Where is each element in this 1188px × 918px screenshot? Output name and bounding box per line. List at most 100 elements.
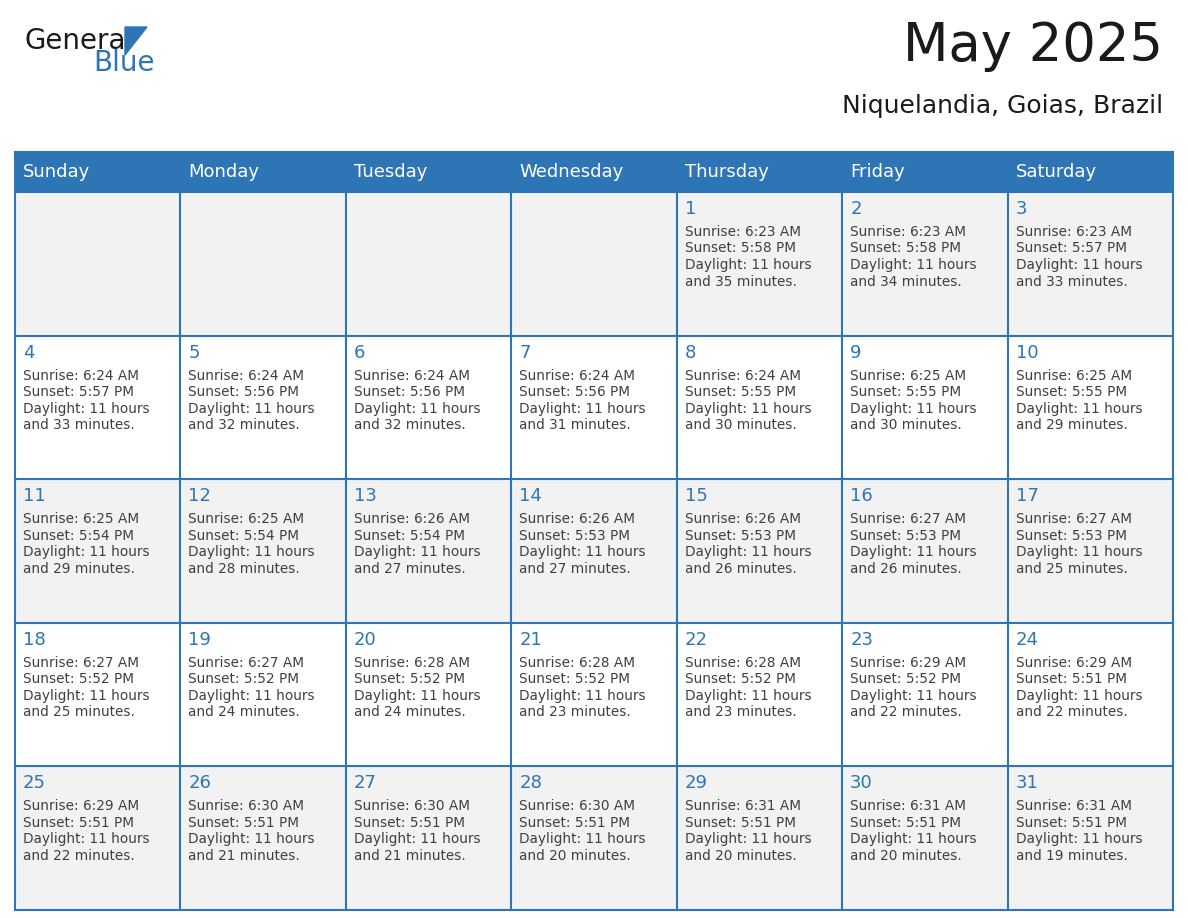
Text: Sunset: 5:55 PM: Sunset: 5:55 PM (684, 385, 796, 399)
Text: Sunrise: 6:24 AM: Sunrise: 6:24 AM (354, 369, 470, 383)
Text: and 30 minutes.: and 30 minutes. (684, 418, 796, 432)
Text: 2: 2 (851, 200, 861, 218)
Text: Daylight: 11 hours: Daylight: 11 hours (851, 688, 977, 703)
Text: Sunrise: 6:28 AM: Sunrise: 6:28 AM (519, 655, 636, 670)
Text: and 33 minutes.: and 33 minutes. (23, 418, 134, 432)
Text: Sunset: 5:51 PM: Sunset: 5:51 PM (354, 816, 465, 830)
Text: Sunrise: 6:25 AM: Sunrise: 6:25 AM (23, 512, 139, 526)
Text: 4: 4 (23, 343, 34, 362)
Text: Sunrise: 6:26 AM: Sunrise: 6:26 AM (684, 512, 801, 526)
Text: Sunrise: 6:24 AM: Sunrise: 6:24 AM (189, 369, 304, 383)
Text: and 26 minutes.: and 26 minutes. (851, 562, 962, 576)
Text: Sunset: 5:57 PM: Sunset: 5:57 PM (23, 385, 134, 399)
Text: Sunset: 5:56 PM: Sunset: 5:56 PM (354, 385, 465, 399)
Text: 24: 24 (1016, 631, 1038, 649)
Text: Daylight: 11 hours: Daylight: 11 hours (23, 545, 150, 559)
Text: Sunrise: 6:25 AM: Sunrise: 6:25 AM (189, 512, 304, 526)
Text: and 29 minutes.: and 29 minutes. (1016, 418, 1127, 432)
Text: 14: 14 (519, 487, 542, 505)
Text: Daylight: 11 hours: Daylight: 11 hours (519, 833, 646, 846)
Text: and 20 minutes.: and 20 minutes. (684, 849, 796, 863)
Text: Daylight: 11 hours: Daylight: 11 hours (1016, 258, 1142, 272)
Text: 21: 21 (519, 631, 542, 649)
Text: Daylight: 11 hours: Daylight: 11 hours (851, 258, 977, 272)
Text: Daylight: 11 hours: Daylight: 11 hours (1016, 688, 1142, 703)
Text: Sunrise: 6:27 AM: Sunrise: 6:27 AM (1016, 512, 1132, 526)
Text: Daylight: 11 hours: Daylight: 11 hours (519, 545, 646, 559)
Text: Daylight: 11 hours: Daylight: 11 hours (354, 545, 480, 559)
Text: Daylight: 11 hours: Daylight: 11 hours (189, 833, 315, 846)
Text: Sunrise: 6:31 AM: Sunrise: 6:31 AM (1016, 800, 1132, 813)
Text: Daylight: 11 hours: Daylight: 11 hours (684, 833, 811, 846)
Text: Daylight: 11 hours: Daylight: 11 hours (851, 833, 977, 846)
Text: and 35 minutes.: and 35 minutes. (684, 274, 797, 288)
Bar (15, 192, 1173, 336)
Text: Sunset: 5:57 PM: Sunset: 5:57 PM (1016, 241, 1126, 255)
Text: Niquelandia, Goias, Brazil: Niquelandia, Goias, Brazil (842, 94, 1163, 118)
Text: Daylight: 11 hours: Daylight: 11 hours (684, 258, 811, 272)
Text: Daylight: 11 hours: Daylight: 11 hours (354, 401, 480, 416)
Text: Daylight: 11 hours: Daylight: 11 hours (519, 688, 646, 703)
Text: Daylight: 11 hours: Daylight: 11 hours (23, 833, 150, 846)
Text: and 32 minutes.: and 32 minutes. (354, 418, 466, 432)
Text: 1: 1 (684, 200, 696, 218)
Text: and 30 minutes.: and 30 minutes. (851, 418, 962, 432)
Text: Sunrise: 6:27 AM: Sunrise: 6:27 AM (851, 512, 966, 526)
Text: Sunset: 5:52 PM: Sunset: 5:52 PM (684, 672, 796, 687)
Text: and 19 minutes.: and 19 minutes. (1016, 849, 1127, 863)
Text: 31: 31 (1016, 775, 1038, 792)
Text: and 20 minutes.: and 20 minutes. (519, 849, 631, 863)
Text: Sunset: 5:52 PM: Sunset: 5:52 PM (519, 672, 631, 687)
Text: Sunrise: 6:25 AM: Sunrise: 6:25 AM (1016, 369, 1132, 383)
Text: and 22 minutes.: and 22 minutes. (1016, 705, 1127, 720)
Text: Sunrise: 6:24 AM: Sunrise: 6:24 AM (684, 369, 801, 383)
Text: Sunrise: 6:30 AM: Sunrise: 6:30 AM (189, 800, 304, 813)
Text: 19: 19 (189, 631, 211, 649)
Text: Friday: Friday (851, 163, 905, 181)
Text: 5: 5 (189, 343, 200, 362)
Text: Wednesday: Wednesday (519, 163, 624, 181)
Text: 25: 25 (23, 775, 46, 792)
Text: Daylight: 11 hours: Daylight: 11 hours (684, 688, 811, 703)
Text: Sunrise: 6:30 AM: Sunrise: 6:30 AM (519, 800, 636, 813)
Text: Blue: Blue (93, 49, 154, 77)
Text: Sunset: 5:58 PM: Sunset: 5:58 PM (851, 241, 961, 255)
Text: Sunrise: 6:29 AM: Sunrise: 6:29 AM (851, 655, 966, 670)
Text: and 21 minutes.: and 21 minutes. (354, 849, 466, 863)
Text: Sunrise: 6:25 AM: Sunrise: 6:25 AM (851, 369, 966, 383)
Text: Daylight: 11 hours: Daylight: 11 hours (1016, 401, 1142, 416)
Text: 13: 13 (354, 487, 377, 505)
Text: and 21 minutes.: and 21 minutes. (189, 849, 301, 863)
Text: Daylight: 11 hours: Daylight: 11 hours (189, 688, 315, 703)
Text: Sunrise: 6:29 AM: Sunrise: 6:29 AM (1016, 655, 1132, 670)
Text: 10: 10 (1016, 343, 1038, 362)
Text: and 23 minutes.: and 23 minutes. (519, 705, 631, 720)
Text: and 27 minutes.: and 27 minutes. (354, 562, 466, 576)
Text: Sunrise: 6:26 AM: Sunrise: 6:26 AM (354, 512, 470, 526)
Text: Sunrise: 6:27 AM: Sunrise: 6:27 AM (189, 655, 304, 670)
Text: Sunset: 5:53 PM: Sunset: 5:53 PM (1016, 529, 1126, 543)
Text: 8: 8 (684, 343, 696, 362)
Text: and 27 minutes.: and 27 minutes. (519, 562, 631, 576)
Text: 12: 12 (189, 487, 211, 505)
Text: 7: 7 (519, 343, 531, 362)
Text: Daylight: 11 hours: Daylight: 11 hours (1016, 833, 1142, 846)
Text: 29: 29 (684, 775, 708, 792)
Text: Sunrise: 6:23 AM: Sunrise: 6:23 AM (1016, 225, 1132, 239)
Text: 26: 26 (189, 775, 211, 792)
Text: Sunrise: 6:26 AM: Sunrise: 6:26 AM (519, 512, 636, 526)
Text: 23: 23 (851, 631, 873, 649)
Text: Daylight: 11 hours: Daylight: 11 hours (1016, 545, 1142, 559)
Text: Sunset: 5:53 PM: Sunset: 5:53 PM (684, 529, 796, 543)
Text: and 20 minutes.: and 20 minutes. (851, 849, 962, 863)
Text: and 22 minutes.: and 22 minutes. (851, 705, 962, 720)
Text: and 34 minutes.: and 34 minutes. (851, 274, 962, 288)
Text: Daylight: 11 hours: Daylight: 11 hours (189, 545, 315, 559)
Text: Sunset: 5:56 PM: Sunset: 5:56 PM (189, 385, 299, 399)
Text: Sunset: 5:52 PM: Sunset: 5:52 PM (23, 672, 134, 687)
Text: and 31 minutes.: and 31 minutes. (519, 418, 631, 432)
Text: Sunset: 5:54 PM: Sunset: 5:54 PM (189, 529, 299, 543)
Text: and 25 minutes.: and 25 minutes. (1016, 562, 1127, 576)
Text: Sunrise: 6:23 AM: Sunrise: 6:23 AM (851, 225, 966, 239)
Text: 20: 20 (354, 631, 377, 649)
